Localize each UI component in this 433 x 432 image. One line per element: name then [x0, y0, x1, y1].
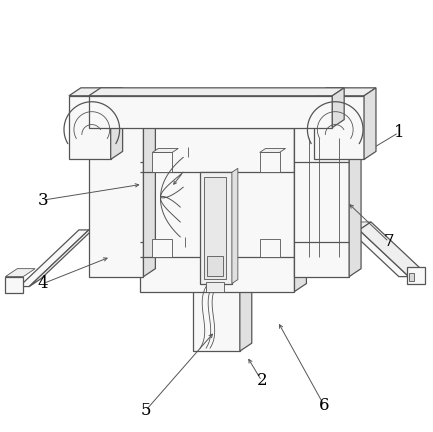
Bar: [152, 152, 172, 172]
Text: 7: 7: [384, 233, 394, 250]
Polygon shape: [349, 222, 371, 230]
Bar: [314, 96, 364, 159]
Polygon shape: [359, 222, 421, 276]
Text: 2: 2: [256, 372, 267, 389]
Polygon shape: [240, 120, 252, 351]
Polygon shape: [314, 88, 376, 96]
Polygon shape: [260, 149, 285, 152]
Polygon shape: [294, 120, 307, 292]
Polygon shape: [152, 149, 178, 152]
Polygon shape: [349, 110, 361, 276]
Text: 3: 3: [38, 192, 48, 209]
Bar: [294, 118, 349, 276]
Polygon shape: [140, 120, 307, 127]
Bar: [260, 239, 280, 257]
Polygon shape: [232, 168, 238, 283]
Polygon shape: [364, 88, 376, 159]
Polygon shape: [89, 110, 155, 118]
Polygon shape: [89, 88, 344, 96]
Bar: [69, 96, 111, 159]
Polygon shape: [19, 230, 89, 286]
Bar: [89, 118, 143, 276]
Polygon shape: [332, 88, 344, 127]
Polygon shape: [143, 110, 155, 276]
Bar: [140, 127, 294, 292]
Text: 4: 4: [38, 275, 48, 292]
Bar: [152, 239, 172, 257]
Text: 5: 5: [140, 402, 151, 419]
Bar: [204, 177, 226, 279]
Bar: [193, 127, 240, 351]
Polygon shape: [193, 120, 252, 127]
Polygon shape: [5, 269, 35, 276]
Text: 1: 1: [394, 124, 404, 141]
Text: 6: 6: [319, 397, 330, 414]
Bar: [260, 152, 280, 172]
Bar: [206, 282, 224, 292]
Polygon shape: [294, 110, 361, 118]
Bar: [207, 256, 223, 276]
Bar: [5, 276, 23, 293]
Polygon shape: [349, 230, 409, 276]
Bar: [89, 96, 332, 127]
Bar: [407, 267, 425, 283]
Bar: [200, 172, 232, 283]
Polygon shape: [29, 222, 101, 286]
Polygon shape: [69, 88, 123, 96]
Polygon shape: [111, 88, 123, 159]
Bar: [409, 273, 414, 280]
